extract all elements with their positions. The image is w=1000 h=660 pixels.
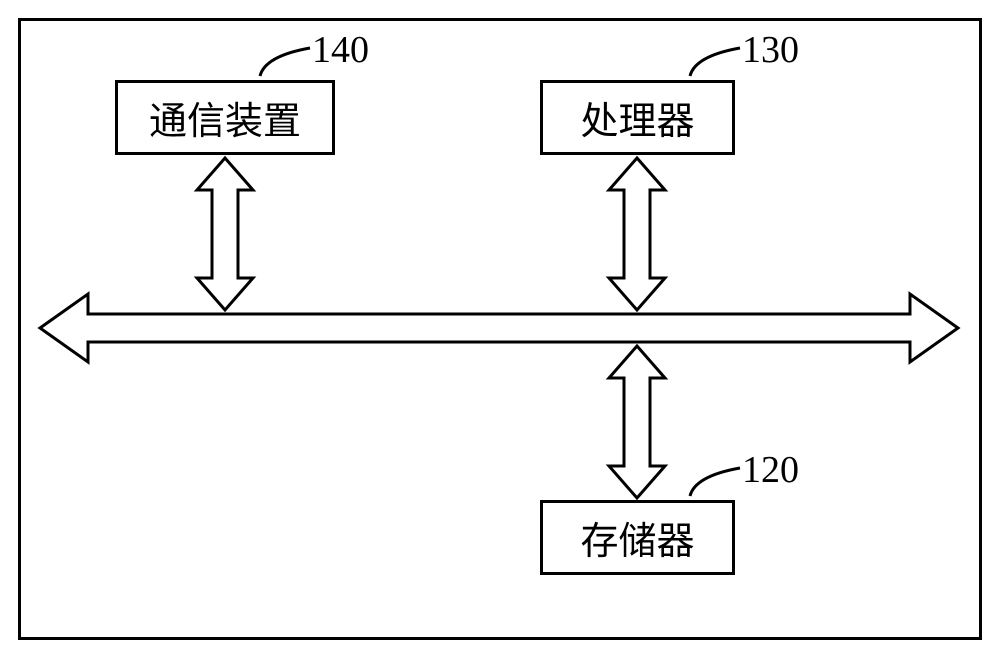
leader-processor [690, 48, 740, 76]
connector-comm-bus [197, 158, 253, 310]
svg-layer [0, 0, 1000, 660]
connector-proc-bus [609, 158, 665, 310]
connector-mem-bus [609, 346, 665, 498]
leader-memory [690, 468, 740, 496]
bus-arrow [40, 294, 958, 362]
leader-comm [260, 48, 310, 76]
